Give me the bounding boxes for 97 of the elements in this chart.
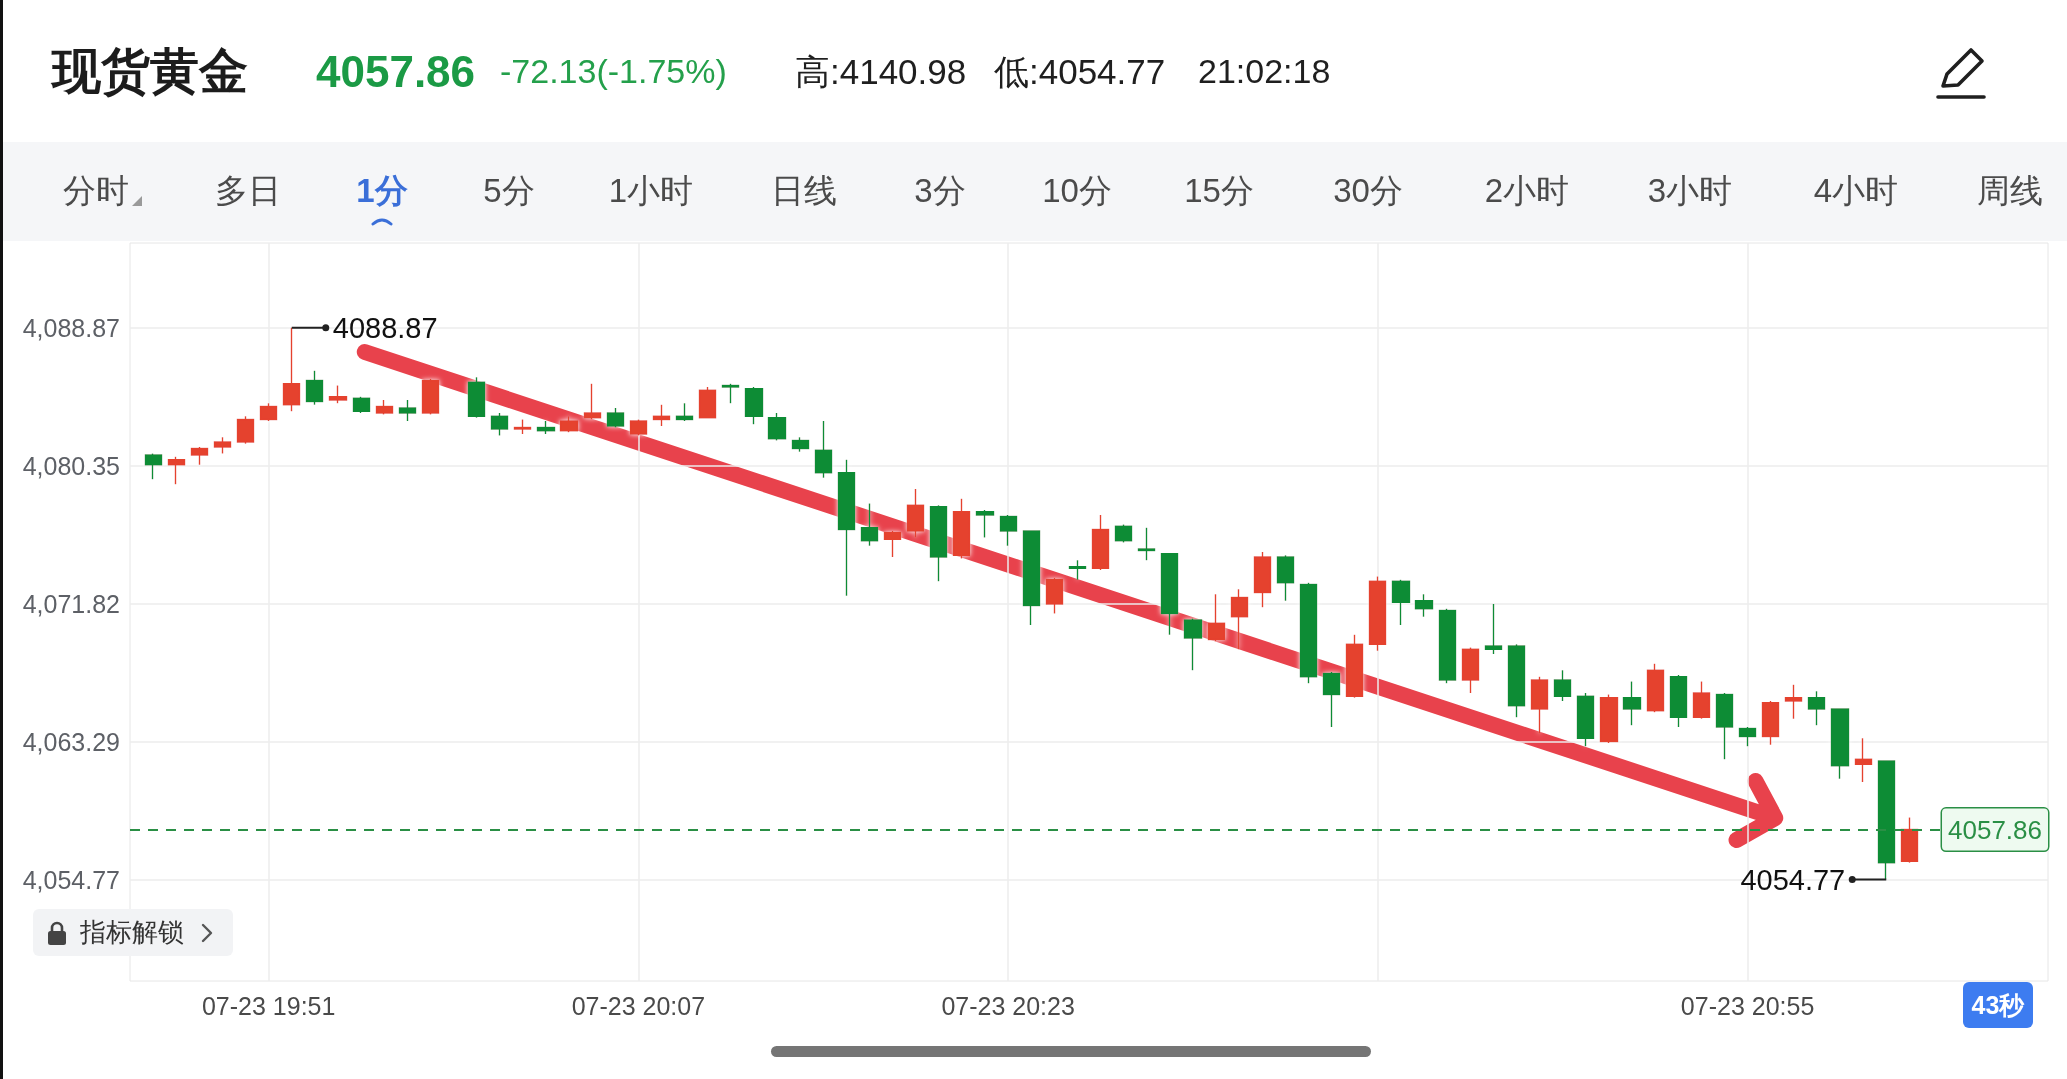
- candlestick: [1692, 680, 1711, 720]
- candlestick: [1438, 608, 1457, 684]
- candlestick: [1414, 593, 1434, 618]
- y-tick-label: 4,054.77: [22, 865, 120, 894]
- candlestick: [1461, 646, 1480, 694]
- candlestick: [791, 436, 810, 453]
- y-tick-label: 4,071.82: [22, 589, 120, 618]
- text: 10分: [1042, 171, 1112, 210]
- chart-title: 现货黄金: [52, 44, 248, 99]
- candlestick: [1114, 523, 1133, 544]
- text: 分时: [63, 171, 129, 210]
- candlestick: [1646, 663, 1665, 714]
- timer-badge: 43秒: [1963, 982, 2033, 1028]
- x-tick-label: 07-23 19:51: [201, 991, 336, 1020]
- candlestick: [883, 530, 902, 558]
- candlestick: [1091, 514, 1110, 571]
- candlestick: [744, 386, 764, 426]
- text: 日线: [771, 171, 837, 210]
- candlestick: [698, 386, 717, 419]
- annotation: 4088.87: [332, 311, 438, 344]
- candlestick: [675, 402, 694, 422]
- candlestick: [1368, 575, 1387, 652]
- candlestick: [1784, 684, 1803, 720]
- candlestick: [1276, 554, 1295, 602]
- text: 21:02:18: [1198, 52, 1331, 91]
- candlestick: [1854, 737, 1873, 783]
- candlestick: [1299, 582, 1318, 684]
- candlestick: [1207, 593, 1226, 642]
- text: 5分: [483, 171, 535, 210]
- candlestick: [1045, 577, 1064, 615]
- text: 3小时: [1647, 171, 1733, 210]
- candlestick: [1345, 633, 1364, 699]
- y-tick-label: 4,080.35: [22, 451, 120, 480]
- candlestick: [837, 459, 856, 597]
- candlestick: [1807, 690, 1826, 727]
- candlestick: [1484, 603, 1503, 655]
- unlock-button: 指标解锁: [33, 909, 233, 956]
- candlestick: [1230, 588, 1249, 650]
- text: 低:4054.77: [994, 51, 1166, 92]
- candlestick: [860, 502, 879, 547]
- candlestick: [1022, 530, 1041, 626]
- candlestick: [467, 376, 486, 419]
- x-tick-label: 07-23 20:55: [1680, 991, 1815, 1020]
- candlestick: [1877, 760, 1896, 881]
- candlestick: [952, 497, 971, 560]
- candlestick: [929, 504, 948, 582]
- candlestick: [490, 412, 509, 437]
- candlestick: [583, 383, 602, 421]
- x-tick-label: 07-23 20:23: [941, 991, 1075, 1020]
- text: 2小时: [1484, 171, 1570, 210]
- candlestick: [559, 415, 579, 434]
- candlestick: [814, 420, 833, 479]
- y-tick-label: 4,063.29: [22, 727, 120, 756]
- candlestick: [1599, 693, 1619, 744]
- text: 4小时: [1813, 171, 1899, 210]
- candlestick: [1183, 617, 1203, 672]
- annotation: 指标解锁: [80, 917, 184, 947]
- candlestick: [1137, 527, 1156, 561]
- ref-line-label: 4057.86: [1948, 814, 2042, 845]
- candlestick: [1669, 674, 1688, 728]
- candlestick: [721, 383, 740, 404]
- candlestick: [1715, 692, 1734, 761]
- text: 周线: [1977, 171, 2043, 210]
- text: 4057.86: [316, 46, 476, 97]
- candlestick: [906, 488, 925, 539]
- candlestick: [1830, 708, 1850, 780]
- candlestick: [1253, 551, 1272, 608]
- text: 高:4140.98: [795, 51, 967, 92]
- text: -72.13(-1.75%): [500, 52, 727, 91]
- text: 1小时: [608, 171, 694, 210]
- y-tick-label: 4,088.87: [22, 313, 120, 342]
- x-tick-label: 07-23 20:07: [571, 991, 706, 1020]
- candlestick: [1553, 669, 1572, 702]
- candlestick: [1160, 552, 1179, 636]
- candlestick: [652, 404, 671, 427]
- candlestick: [1576, 692, 1595, 748]
- candlestick: [767, 412, 787, 442]
- candlestick: [1761, 700, 1780, 746]
- candlestick: [513, 418, 532, 435]
- candlestick: [1738, 726, 1757, 748]
- candlestick: [975, 509, 995, 539]
- text: 1分: [356, 171, 408, 210]
- candlestick: [1322, 671, 1341, 728]
- text: 15分: [1184, 171, 1254, 210]
- text: 30分: [1333, 171, 1403, 210]
- candlestick: [1530, 675, 1549, 735]
- candlestick: [1391, 578, 1411, 626]
- candlestick: [629, 418, 648, 437]
- text: 多日: [215, 171, 281, 210]
- candlestick: [606, 407, 625, 429]
- text: 3分: [914, 171, 966, 210]
- candlestick: [1900, 816, 1919, 864]
- candlestick: [1622, 680, 1642, 727]
- candlestick: [1068, 559, 1087, 581]
- annotation: 4054.77: [1740, 863, 1846, 896]
- candlestick: [1507, 643, 1526, 718]
- candlestick: [999, 514, 1018, 547]
